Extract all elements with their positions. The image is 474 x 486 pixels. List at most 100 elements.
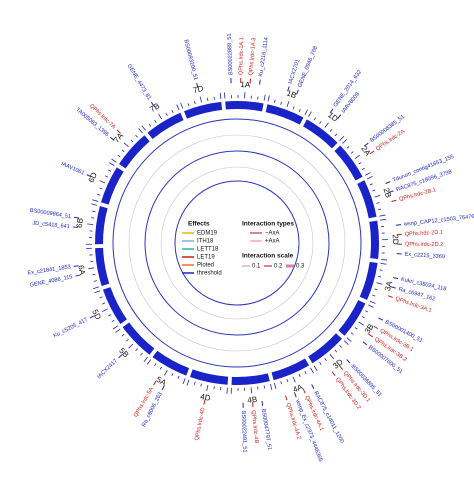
marker-label: Ex_c21841_1853 [27, 264, 71, 276]
chromosome-label: 5A [155, 375, 168, 388]
marker-label: BS00022888_51 [227, 33, 235, 75]
scale-tick [92, 210, 96, 213]
marker-label: GENE_0946_768 [297, 45, 319, 88]
marker-label: BS00009864_51 [29, 208, 71, 220]
chromosome-band [152, 350, 190, 376]
chromosome-label: 7A [112, 131, 126, 145]
scale-tick [250, 387, 253, 394]
chromosome-band [265, 104, 304, 125]
marker-bracket [339, 365, 344, 370]
marker-bracket [73, 216, 80, 219]
scale-tick [154, 363, 157, 367]
scale-tick [88, 267, 95, 270]
marker-bracket [118, 354, 123, 359]
marker-bracket [387, 295, 393, 298]
scale-tick [91, 203, 98, 206]
legend-label: −AxA [265, 231, 280, 237]
scale-tick [121, 333, 125, 337]
chromosome-label: 1D [326, 110, 340, 123]
scale-tick [171, 109, 174, 113]
scale-tick [380, 262, 387, 265]
scale-tick [324, 122, 329, 128]
scale-tick [365, 310, 369, 313]
scale-tick [158, 113, 163, 120]
scale-tick [381, 258, 388, 261]
marker-bracket [259, 79, 261, 85]
scale-tick [193, 381, 196, 385]
chromosome-label: 1B [285, 88, 297, 100]
marker-label: JD_c5418_641 [32, 220, 70, 230]
scale-tick [263, 385, 266, 389]
scale-tick [304, 370, 307, 374]
scale-tick [374, 288, 378, 291]
legend-label: ITH18 [197, 239, 214, 245]
marker-label: IACX2417 [96, 358, 118, 380]
marker-label: Ku_c5205_417 [53, 317, 89, 339]
scale-tick [339, 136, 345, 141]
scale-tick [115, 328, 121, 333]
marker-bracket [150, 101, 155, 107]
scale-tick [274, 382, 277, 389]
scale-tick [92, 273, 96, 276]
marker-label: QPhs.lrdc-2D.2 [405, 242, 443, 248]
chromosome-label: 7B [148, 101, 161, 114]
scale-tick [369, 300, 376, 304]
legend-title: Effects [188, 221, 210, 228]
scale-tick [298, 373, 301, 377]
chromosome-band [231, 373, 270, 385]
scale-tick [280, 101, 283, 105]
marker-bracket [287, 86, 290, 92]
scale-tick [135, 348, 138, 352]
marker-label: BS00093200_51 [182, 39, 198, 81]
scale-tick [372, 189, 376, 192]
marker-bracket [196, 82, 199, 88]
marker-bracket [393, 277, 399, 280]
chromosome-band [122, 322, 155, 355]
scale-tick [109, 162, 115, 167]
marker-label: QPhs.lrdc-1A.1 [238, 37, 245, 75]
scale-tick [117, 154, 121, 158]
scale-tick [135, 134, 138, 138]
chromosome-band [102, 287, 127, 324]
chromosome-label: 4A [292, 382, 305, 394]
track-ring [174, 180, 300, 306]
marker-bracket [368, 333, 373, 338]
scale-tick [304, 109, 309, 116]
scale-tick [369, 183, 373, 186]
scale-tick [361, 167, 365, 170]
marker-label: Ex_c2215_3369 [404, 252, 445, 261]
marker-bracket [391, 199, 397, 202]
legend-label: Ploted [197, 263, 214, 269]
legend-label: LET19 [197, 255, 215, 261]
marker-label: BS00047797_51 [260, 409, 272, 451]
chromosome-band [95, 247, 110, 287]
scale-tick [138, 128, 143, 134]
track-ring [128, 134, 346, 352]
marker-label: QPhs.lrdc-2D.1 [405, 230, 444, 238]
marker-bracket [116, 129, 121, 134]
scale-tick [339, 345, 343, 348]
marker-bracket [337, 114, 342, 119]
marker-bracket [311, 384, 315, 390]
marker-bracket [75, 274, 81, 277]
scale-tick [376, 282, 383, 285]
scale-tick [350, 151, 354, 154]
scale-tick [378, 208, 382, 211]
scale-tick [206, 384, 209, 392]
chromosome-label: 1A [240, 80, 251, 90]
scale-tick [372, 294, 376, 297]
scale-tick [298, 109, 301, 113]
scale-tick [200, 383, 202, 387]
scale-tick [334, 349, 338, 353]
marker-label: QPhs.lrdc-4D [194, 407, 207, 441]
scale-tick [111, 319, 115, 323]
scale-tick [374, 194, 381, 198]
scale-tick [187, 103, 190, 107]
scale-tick [140, 352, 143, 356]
marker-bracket [293, 392, 297, 398]
scale-label: 0.2 [274, 264, 283, 270]
chromosome-label: 2A [359, 144, 372, 158]
scale-tick [358, 321, 364, 326]
scale-tick [104, 175, 109, 178]
marker-bracket [86, 174, 92, 178]
